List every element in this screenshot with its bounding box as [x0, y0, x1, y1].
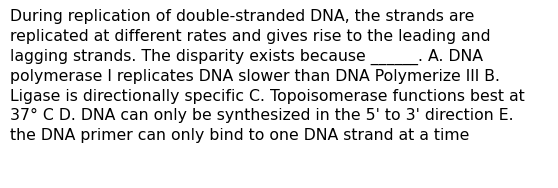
Text: During replication of double-stranded DNA, the strands are
replicated at differe: During replication of double-stranded DN…	[10, 9, 525, 143]
